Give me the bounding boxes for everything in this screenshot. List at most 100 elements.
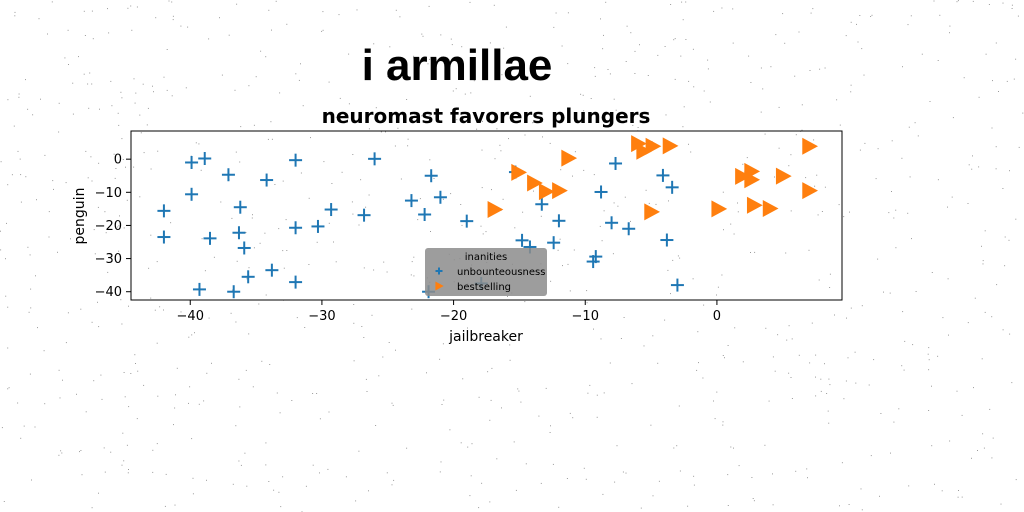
y-tick-label: −20	[95, 219, 122, 234]
noise-speck	[166, 89, 168, 91]
noise-speck	[679, 257, 681, 259]
noise-speck	[159, 306, 161, 308]
noise-speck	[972, 155, 973, 157]
noise-speck	[394, 145, 396, 147]
noise-speck	[861, 305, 863, 307]
noise-speck	[282, 476, 284, 478]
noise-speck	[51, 1, 53, 3]
noise-speck	[836, 99, 838, 101]
noise-speck	[85, 411, 87, 413]
noise-speck	[264, 232, 266, 234]
noise-speck	[413, 275, 415, 277]
noise-speck	[1015, 58, 1017, 60]
noise-speck	[235, 425, 237, 427]
noise-speck	[794, 75, 796, 77]
noise-speck	[829, 384, 831, 386]
noise-speck	[502, 198, 504, 200]
noise-speck	[690, 151, 692, 153]
noise-speck	[211, 362, 212, 364]
noise-speck	[450, 38, 452, 40]
noise-speck	[902, 311, 904, 313]
noise-speck	[252, 214, 253, 216]
noise-speck	[540, 482, 542, 484]
noise-speck	[984, 311, 986, 313]
noise-speck	[665, 114, 667, 116]
point-plus	[237, 241, 251, 255]
noise-speck	[152, 471, 154, 473]
noise-speck	[532, 122, 534, 124]
noise-speck	[275, 0, 277, 2]
noise-speck	[883, 291, 884, 293]
noise-speck	[89, 72, 91, 74]
noise-speck	[586, 302, 588, 304]
noise-speck	[868, 384, 870, 386]
point-plus	[609, 156, 623, 170]
noise-speck	[40, 98, 41, 100]
noise-speck	[7, 99, 9, 101]
noise-speck	[34, 426, 36, 428]
noise-speck	[937, 60, 939, 61]
noise-speck	[107, 8, 108, 10]
noise-speck	[971, 168, 973, 170]
noise-speck	[164, 505, 166, 507]
noise-speck	[753, 500, 755, 502]
noise-speck	[93, 229, 95, 231]
y-axis: 0 −10 −20 −30 −40	[95, 153, 131, 300]
noise-speck	[143, 384, 145, 386]
noise-speck	[1006, 80, 1008, 82]
noise-speck	[625, 61, 627, 62]
noise-speck	[358, 450, 360, 452]
noise-speck	[156, 342, 158, 344]
noise-speck	[716, 294, 717, 296]
noise-speck	[439, 358, 441, 360]
noise-speck	[639, 44, 640, 46]
noise-speck	[43, 350, 45, 352]
noise-speck	[121, 138, 123, 140]
noise-speck	[414, 114, 416, 116]
noise-speck	[195, 142, 197, 144]
noise-speck	[489, 501, 491, 503]
chart-title: neuromast favorers plungers	[322, 104, 651, 128]
noise-speck	[1009, 333, 1011, 335]
noise-speck	[175, 394, 176, 396]
noise-speck	[520, 401, 522, 403]
noise-speck	[798, 354, 800, 356]
noise-speck	[631, 383, 633, 385]
noise-speck	[428, 5, 430, 7]
noise-speck	[473, 80, 475, 82]
noise-speck	[30, 288, 32, 290]
noise-speck	[489, 42, 491, 44]
noise-speck	[285, 219, 287, 221]
noise-speck	[352, 213, 354, 215]
noise-speck	[136, 418, 138, 420]
legend-marker	[435, 281, 444, 291]
noise-speck	[395, 9, 397, 11]
point-plus	[265, 263, 279, 277]
noise-speck	[790, 377, 792, 378]
noise-speck	[72, 82, 74, 84]
noise-speck	[13, 125, 15, 127]
noise-speck	[271, 29, 272, 31]
noise-speck	[375, 425, 377, 426]
noise-speck	[23, 425, 25, 427]
noise-speck	[624, 196, 626, 198]
noise-speck	[410, 274, 412, 276]
noise-speck	[931, 272, 933, 273]
noise-speck	[83, 10, 85, 12]
noise-speck	[17, 150, 19, 152]
noise-speck	[898, 408, 900, 410]
noise-speck	[386, 271, 388, 273]
noise-speck	[393, 479, 395, 481]
noise-speck	[246, 485, 248, 487]
noise-speck	[854, 351, 856, 353]
noise-speck	[724, 357, 725, 359]
noise-speck	[813, 139, 815, 141]
noise-speck	[891, 191, 892, 192]
noise-speck	[572, 175, 573, 177]
noise-speck	[721, 274, 723, 276]
noise-speck	[204, 270, 206, 272]
noise-speck	[742, 361, 744, 363]
noise-speck	[7, 184, 9, 186]
noise-speck	[126, 444, 128, 446]
noise-speck	[1013, 78, 1015, 80]
